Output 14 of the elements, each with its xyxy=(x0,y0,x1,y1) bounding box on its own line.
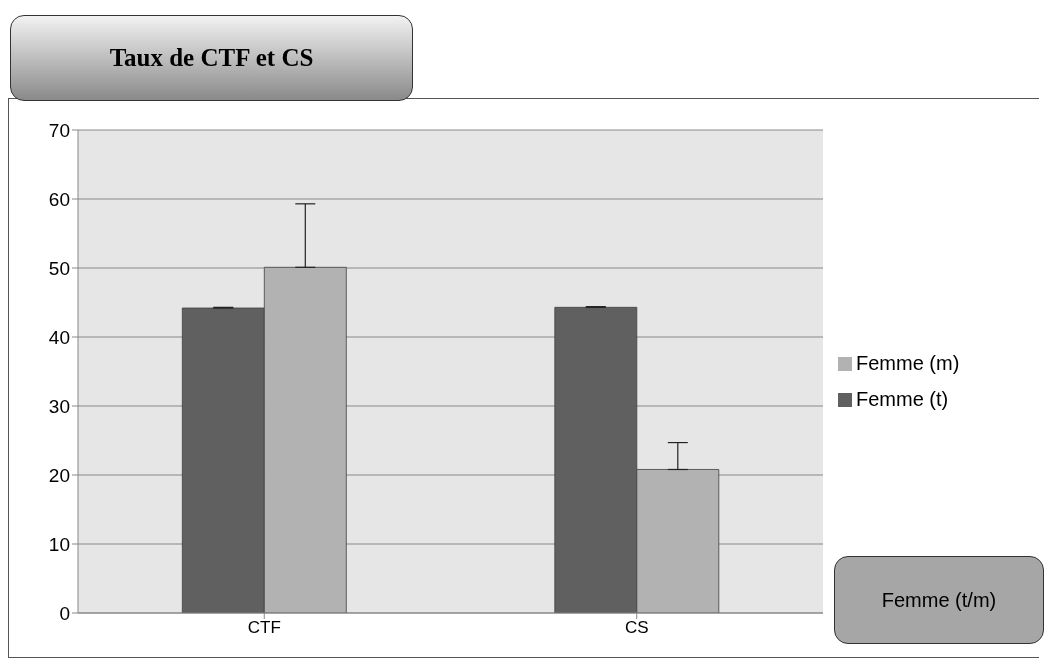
y-tick-label: 40 xyxy=(48,326,70,348)
legend-label: Femme (m) xyxy=(856,351,960,374)
y-tick-label: 0 xyxy=(59,602,70,624)
y-tick-label: 60 xyxy=(48,188,70,210)
y-tick-label: 10 xyxy=(48,533,70,555)
y-tick-label: 50 xyxy=(48,257,70,279)
y-tick-label: 20 xyxy=(48,464,70,486)
y-tick-label: 70 xyxy=(48,119,70,141)
text: Femme (t/m) xyxy=(834,556,1044,644)
legend-label: Femme (t) xyxy=(856,387,949,410)
x-tick-label: CS xyxy=(624,618,649,638)
y-tick-label: 30 xyxy=(48,395,70,417)
x-tick-label: CTF xyxy=(247,618,281,638)
chart-title: Taux de CTF et CS xyxy=(10,15,413,101)
